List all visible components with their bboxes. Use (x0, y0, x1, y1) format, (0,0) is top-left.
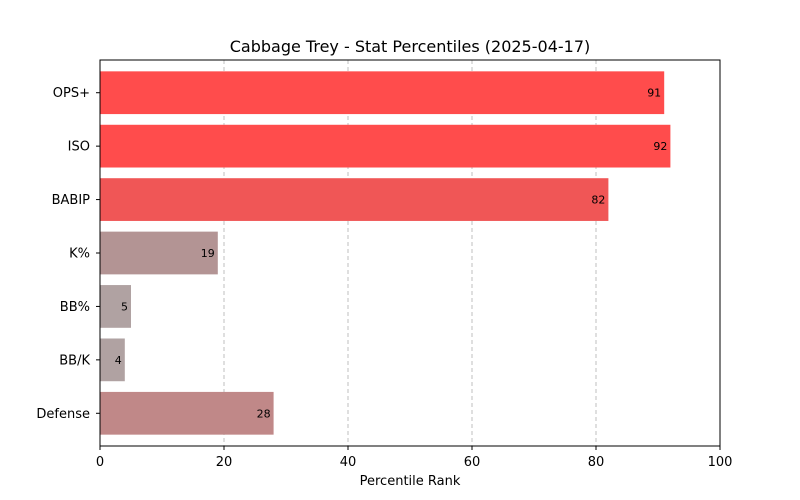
bar-bb (100, 285, 131, 328)
bar-ops (100, 71, 665, 115)
y-tick-label: BB% (60, 300, 90, 315)
y-tick-label: BABIP (52, 193, 91, 208)
x-tick-label: 40 (340, 455, 357, 470)
y-tick-label: ISO (68, 140, 90, 155)
bar-value-label: 92 (653, 140, 667, 153)
bar-babip (100, 178, 609, 221)
bar-value-label: 5 (121, 300, 128, 313)
bars: 91 92 82 19 5 4 28 (100, 71, 671, 435)
x-tick-label: 20 (216, 455, 233, 470)
bar-iso (100, 124, 671, 168)
bar-value-label: 82 (591, 194, 605, 207)
y-axis-ticks: OPS+ ISO BABIP K% BB% BB/K Defense (36, 86, 100, 422)
bar-bb-k (100, 338, 125, 382)
y-tick-label: Defense (36, 407, 90, 422)
x-axis-ticks: 0 20 40 60 80 100 (96, 446, 733, 470)
x-tick-label: 80 (588, 455, 605, 470)
y-tick-label: BB/K (59, 353, 90, 368)
bar-k (100, 231, 218, 275)
grid-lines (223, 60, 597, 446)
x-tick-label: 0 (96, 455, 104, 470)
bar-value-label: 4 (115, 354, 122, 367)
x-tick-label: 100 (708, 455, 733, 470)
bar-value-label: 19 (201, 247, 215, 260)
y-tick-label: OPS+ (53, 86, 90, 101)
bar-defense (100, 391, 274, 435)
chart-title: Cabbage Trey - Stat Percentiles (2025-04… (230, 37, 591, 56)
bar-value-label: 91 (647, 87, 661, 100)
y-tick-label: K% (69, 247, 90, 262)
x-axis-label: Percentile Rank (360, 474, 461, 489)
bar-value-label: 28 (257, 407, 271, 420)
x-tick-label: 60 (464, 455, 481, 470)
